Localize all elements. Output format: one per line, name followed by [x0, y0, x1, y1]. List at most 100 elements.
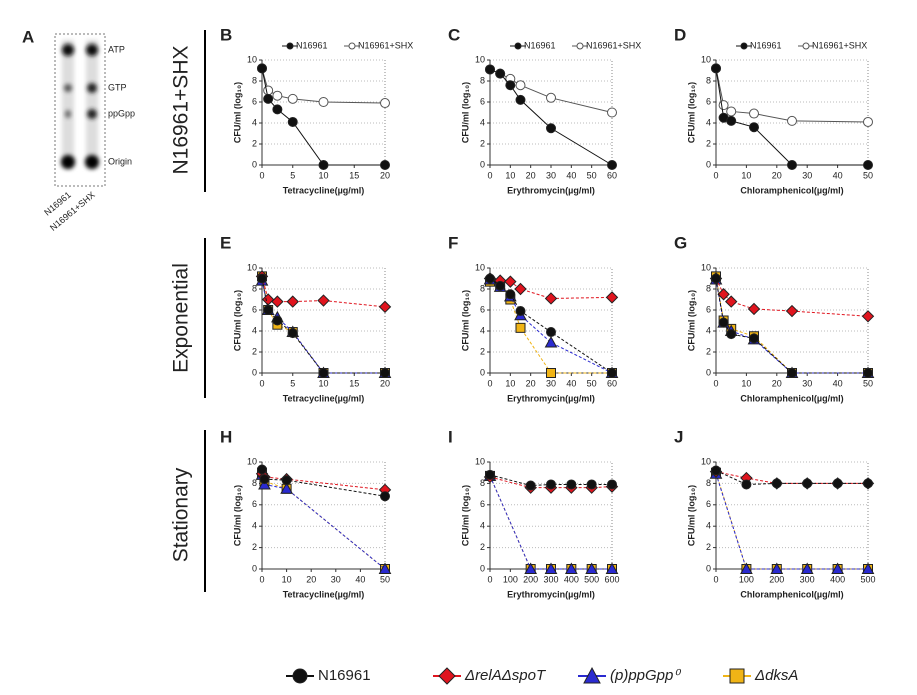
x-tick-label: 50 [587, 170, 597, 180]
series-line [261, 68, 385, 166]
marker [749, 122, 759, 133]
spot [85, 155, 99, 169]
panel-letter: E [220, 233, 231, 252]
y-tick-label: 6 [252, 499, 257, 509]
y-axis-label: CFU/ml (log₁₀) [686, 485, 696, 546]
marker [787, 160, 797, 170]
x-axis-label: Chloramphenicol(µg/ml) [740, 393, 843, 403]
y-tick-label: 0 [480, 367, 485, 377]
x-tick-label: 20 [526, 170, 536, 180]
y-tick-label: 10 [701, 262, 711, 272]
marker [787, 115, 797, 126]
series-line [489, 278, 613, 299]
marker [564, 562, 578, 574]
y-tick-label: 0 [252, 563, 257, 573]
marker [607, 479, 617, 490]
marker [257, 63, 267, 74]
marker [318, 368, 329, 378]
marker [863, 160, 873, 170]
x-tick-label: 20 [772, 170, 782, 180]
marker [292, 668, 308, 684]
marker [272, 315, 283, 326]
marker [281, 475, 292, 486]
x-tick-label: 0 [713, 170, 718, 180]
x-tick-label: 50 [863, 170, 873, 180]
x-tick-label: 500 [584, 574, 599, 584]
series-line [715, 279, 868, 374]
marker [585, 562, 599, 574]
legend-label: N16961 [524, 40, 556, 50]
marker [863, 478, 873, 489]
marker [505, 289, 516, 300]
spot [86, 44, 98, 56]
y-tick-label: 4 [480, 521, 485, 531]
x-tick-label: 40 [566, 170, 576, 180]
panel-letter: A [22, 27, 34, 46]
y-tick-label: 10 [701, 54, 711, 64]
x-tick-label: 0 [487, 170, 492, 180]
y-axis-label: CFU/ml (log₁₀) [460, 485, 470, 546]
x-axis-label: Erythromycin(µg/ml) [507, 393, 595, 403]
marker [380, 160, 390, 170]
y-tick-label: 10 [475, 262, 485, 272]
x-tick-label: 60 [607, 378, 617, 388]
x-axis-label: Chloramphenicol(µg/ml) [740, 185, 843, 195]
marker [505, 80, 516, 91]
y-tick-label: 6 [480, 96, 485, 106]
panel-letter: G [674, 233, 687, 252]
y-tick-label: 6 [706, 304, 711, 314]
y-tick-label: 2 [480, 138, 485, 148]
marker [724, 295, 738, 308]
spot [87, 83, 97, 93]
marker [717, 288, 730, 301]
x-tick-label: 50 [587, 378, 597, 388]
spot [65, 110, 71, 118]
y-tick-label: 8 [706, 283, 711, 293]
x-tick-label: 600 [604, 574, 619, 584]
marker [378, 300, 392, 314]
x-tick-label: 30 [546, 378, 556, 388]
y-tick-label: 6 [706, 499, 711, 509]
marker [718, 100, 729, 111]
marker [861, 310, 875, 323]
series-line [715, 470, 868, 485]
marker [711, 465, 721, 476]
y-tick-label: 6 [252, 96, 257, 106]
marker [740, 562, 753, 574]
y-tick-label: 6 [480, 499, 485, 509]
x-tick-label: 0 [713, 574, 718, 584]
marker [318, 97, 329, 107]
marker [607, 368, 617, 378]
x-tick-label: 100 [503, 574, 518, 584]
y-tick-label: 2 [706, 542, 711, 552]
series-line [489, 281, 612, 374]
series-line [715, 68, 869, 123]
panel-letter: J [674, 427, 683, 446]
y-axis-label: CFU/ml (log₁₀) [232, 485, 242, 546]
y-axis-label: CFU/ml (log₁₀) [460, 290, 470, 351]
legend-label: ΔrelAΔspoT [464, 667, 547, 684]
marker [317, 294, 330, 307]
x-tick-label: 20 [772, 378, 782, 388]
marker [583, 666, 601, 684]
legend-label: N16961 [750, 40, 782, 50]
plot-frame [715, 461, 869, 570]
y-tick-label: 10 [701, 456, 711, 466]
marker [515, 80, 526, 91]
x-tick-label: 10 [282, 574, 292, 584]
series-line [261, 469, 386, 497]
marker [515, 322, 526, 333]
x-axis-label: Tetracycline(µg/ml) [283, 185, 365, 195]
legend-label: ΔdksA [754, 667, 798, 684]
y-tick-label: 4 [252, 325, 257, 335]
y-tick-label: 4 [480, 325, 485, 335]
x-tick-label: 10 [505, 170, 515, 180]
marker [711, 63, 721, 74]
marker [515, 94, 526, 105]
marker [259, 474, 270, 485]
y-tick-label: 4 [706, 117, 711, 127]
x-tick-label: 40 [566, 378, 576, 388]
marker [770, 562, 784, 574]
x-tick-label: 500 [860, 574, 875, 584]
